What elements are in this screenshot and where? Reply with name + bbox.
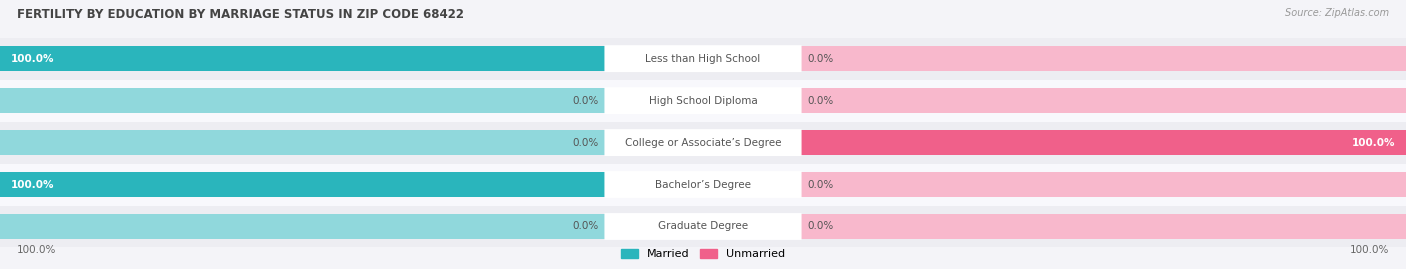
FancyBboxPatch shape <box>605 171 801 198</box>
Text: Graduate Degree: Graduate Degree <box>658 221 748 232</box>
Text: 0.0%: 0.0% <box>572 137 599 148</box>
FancyBboxPatch shape <box>605 129 801 156</box>
Bar <box>0 172 703 197</box>
Bar <box>703 172 1406 197</box>
Text: High School Diploma: High School Diploma <box>648 95 758 106</box>
Text: 100.0%: 100.0% <box>1350 245 1389 255</box>
Bar <box>703 130 1406 155</box>
FancyBboxPatch shape <box>605 87 801 114</box>
Text: 0.0%: 0.0% <box>807 179 834 190</box>
Text: 100.0%: 100.0% <box>10 54 53 64</box>
Text: 0.0%: 0.0% <box>572 221 599 232</box>
Text: 0.0%: 0.0% <box>807 95 834 106</box>
Bar <box>0 172 703 197</box>
Bar <box>0 80 1406 122</box>
Bar <box>0 214 703 239</box>
Text: FERTILITY BY EDUCATION BY MARRIAGE STATUS IN ZIP CODE 68422: FERTILITY BY EDUCATION BY MARRIAGE STATU… <box>17 8 464 21</box>
Text: College or Associate’s Degree: College or Associate’s Degree <box>624 137 782 148</box>
Bar <box>703 88 1406 113</box>
Bar <box>703 46 1406 71</box>
FancyBboxPatch shape <box>605 213 801 240</box>
FancyBboxPatch shape <box>605 45 801 72</box>
Bar <box>0 206 1406 247</box>
Text: Bachelor’s Degree: Bachelor’s Degree <box>655 179 751 190</box>
Text: Source: ZipAtlas.com: Source: ZipAtlas.com <box>1285 8 1389 18</box>
Bar <box>0 164 1406 206</box>
Bar <box>0 46 703 71</box>
Bar <box>0 130 703 155</box>
Bar <box>0 88 703 113</box>
Text: 0.0%: 0.0% <box>807 221 834 232</box>
Bar <box>0 38 1406 80</box>
Text: 100.0%: 100.0% <box>1353 137 1395 148</box>
Text: 0.0%: 0.0% <box>807 54 834 64</box>
Bar <box>0 122 1406 164</box>
Text: 100.0%: 100.0% <box>10 179 53 190</box>
Text: 0.0%: 0.0% <box>572 95 599 106</box>
Bar <box>703 130 1406 155</box>
Text: Less than High School: Less than High School <box>645 54 761 64</box>
Legend: Married, Unmarried: Married, Unmarried <box>617 244 789 263</box>
Bar <box>703 214 1406 239</box>
Text: 100.0%: 100.0% <box>17 245 56 255</box>
Bar <box>0 46 703 71</box>
